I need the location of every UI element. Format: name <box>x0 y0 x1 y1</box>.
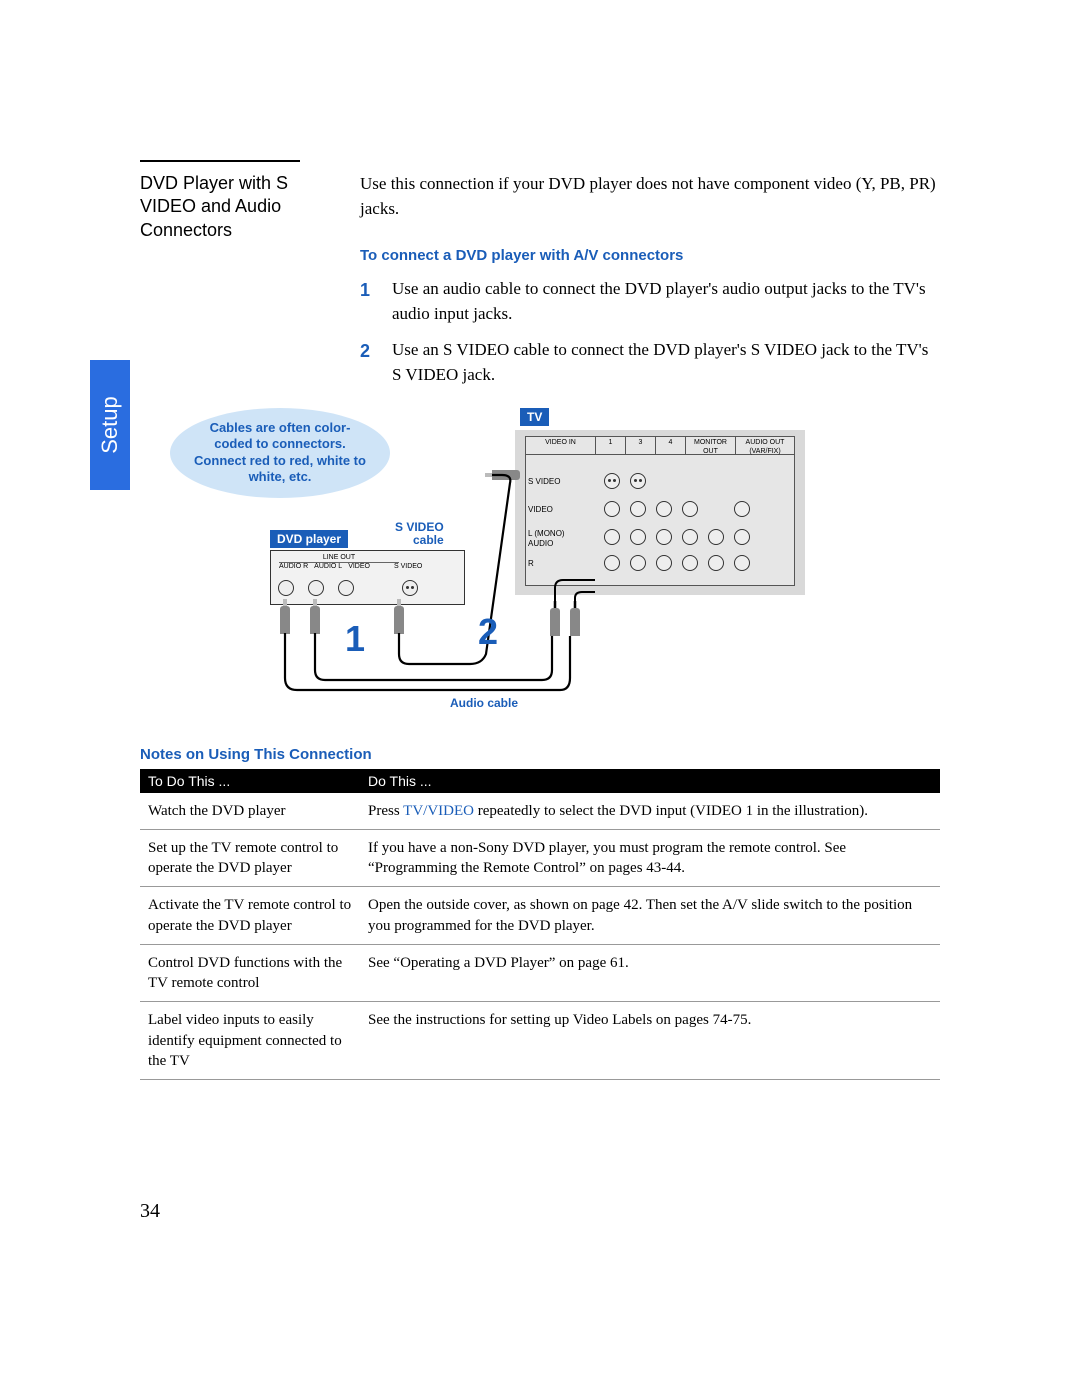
svideo-jack-icon <box>630 473 646 489</box>
tv-col-monitor: MONITOR OUT <box>686 437 736 455</box>
table-cell: Set up the TV remote control to operate … <box>140 829 360 887</box>
dvd-player-box: LINE OUT AUDIO R AUDIO L VIDEO S VIDEO <box>270 550 465 605</box>
tip-callout: Cables are often color-coded to connecto… <box>170 408 390 498</box>
table-row: Set up the TV remote control to operate … <box>140 829 940 887</box>
row-r: R <box>528 559 534 568</box>
tv-col-3: 3 <box>626 437 656 455</box>
svideo-jack-icon <box>402 580 418 596</box>
section-title: DVD Player with S VIDEO and Audio Connec… <box>140 172 330 400</box>
diagram-step-1: 1 <box>345 618 365 660</box>
plug-icon <box>550 608 560 636</box>
table-cell: Activate the TV remote control to operat… <box>140 887 360 945</box>
procedure-heading: To connect a DVD player with A/V connect… <box>360 245 940 267</box>
table-header: To Do This ... <box>140 769 360 793</box>
rca-jack-icon <box>734 555 750 571</box>
plug-icon <box>492 470 520 480</box>
dvd-svideo: S VIDEO <box>394 563 422 570</box>
table-row: Label video inputs to easily identify eq… <box>140 1002 940 1080</box>
intro-text: Use this connection if your DVD player d… <box>360 172 940 221</box>
notes-table: To Do This ... Do This ... Watch the DVD… <box>140 769 940 1081</box>
dvd-badge: DVD player <box>270 530 348 548</box>
tv-badge: TV <box>520 408 549 426</box>
rca-jack-icon <box>682 501 698 517</box>
dvd-audio-l: AUDIO L <box>314 563 342 570</box>
rca-jack-icon <box>708 529 724 545</box>
tv-jack-panel: VIDEO IN 1 3 4 MONITOR OUT AUDIO OUT (VA… <box>525 436 795 586</box>
plug-icon <box>310 606 320 634</box>
table-cell: Open the outside cover, as shown on page… <box>360 887 940 945</box>
page-number: 34 <box>140 1200 160 1223</box>
table-cell: See “Operating a DVD Player” on page 61. <box>360 944 940 1002</box>
notes-heading: Notes on Using This Connection <box>140 746 940 763</box>
rca-jack-icon <box>656 529 672 545</box>
row-svideo: S VIDEO <box>528 477 560 486</box>
rca-jack-icon <box>604 501 620 517</box>
rca-jack-icon <box>734 529 750 545</box>
connection-diagram: Cables are often color-coded to connecto… <box>170 408 830 718</box>
table-cell: If you have a non-Sony DVD player, you m… <box>360 829 940 887</box>
section-tab-label: Setup <box>97 396 123 454</box>
row-video: VIDEO <box>528 505 553 514</box>
page-content: DVD Player with S VIDEO and Audio Connec… <box>140 160 940 1080</box>
dvd-video: VIDEO <box>348 563 370 570</box>
tv-col-video-in: VIDEO IN <box>526 437 596 455</box>
rca-jack-icon <box>734 501 750 517</box>
dvd-lineout-label: LINE OUT <box>279 554 399 563</box>
top-rule <box>140 160 300 162</box>
tip-text: Cables are often color-coded to connecto… <box>192 420 368 485</box>
table-cell: Watch the DVD player <box>140 793 360 830</box>
tv-col-1: 1 <box>596 437 626 455</box>
rca-jack-icon <box>338 580 354 596</box>
step-2: 2 Use an S VIDEO cable to connect the DV… <box>360 338 940 387</box>
row-audio: AUDIO <box>528 539 553 548</box>
audio-cable-label: Audio cable <box>450 696 518 710</box>
dvd-audio-r: AUDIO R <box>279 563 308 570</box>
rca-jack-icon <box>604 555 620 571</box>
table-cell: Label video inputs to easily identify eq… <box>140 1002 360 1080</box>
table-cell: Press TV/VIDEO repeatedly to select the … <box>360 793 940 830</box>
table-row: Control DVD functions with the TV remote… <box>140 944 940 1002</box>
plug-icon <box>280 606 290 634</box>
step-text: Use an audio cable to connect the DVD pl… <box>392 277 940 326</box>
tv-video-key: TV/VIDEO <box>403 803 474 819</box>
table-row: Watch the DVD player Press TV/VIDEO repe… <box>140 793 940 830</box>
step-number: 1 <box>360 277 378 326</box>
rca-jack-icon <box>656 501 672 517</box>
rca-jack-icon <box>604 529 620 545</box>
rca-jack-icon <box>682 555 698 571</box>
svideo-jack-icon <box>604 473 620 489</box>
rca-jack-icon <box>630 501 646 517</box>
step-1: 1 Use an audio cable to connect the DVD … <box>360 277 940 326</box>
rca-jack-icon <box>708 555 724 571</box>
rca-jack-icon <box>630 529 646 545</box>
table-cell: See the instructions for setting up Vide… <box>360 1002 940 1080</box>
rca-jack-icon <box>278 580 294 596</box>
rca-jack-icon <box>630 555 646 571</box>
diagram-step-2: 2 <box>478 611 498 653</box>
table-cell: Control DVD functions with the TV remote… <box>140 944 360 1002</box>
plug-icon <box>394 606 404 634</box>
step-text: Use an S VIDEO cable to connect the DVD … <box>392 338 940 387</box>
svideo-cable-label: S VIDEOcable <box>395 521 444 547</box>
tv-col-audio-out: AUDIO OUT (VAR/FIX) <box>736 437 794 455</box>
plug-icon <box>570 608 580 636</box>
rca-jack-icon <box>682 529 698 545</box>
rca-jack-icon <box>308 580 324 596</box>
tv-col-4: 4 <box>656 437 686 455</box>
table-row: Activate the TV remote control to operat… <box>140 887 940 945</box>
row-l: L (MONO) <box>528 529 565 538</box>
rca-jack-icon <box>656 555 672 571</box>
step-number: 2 <box>360 338 378 387</box>
section-tab: Setup <box>90 360 130 490</box>
table-header: Do This ... <box>360 769 940 793</box>
dvd-jacks <box>278 580 418 596</box>
